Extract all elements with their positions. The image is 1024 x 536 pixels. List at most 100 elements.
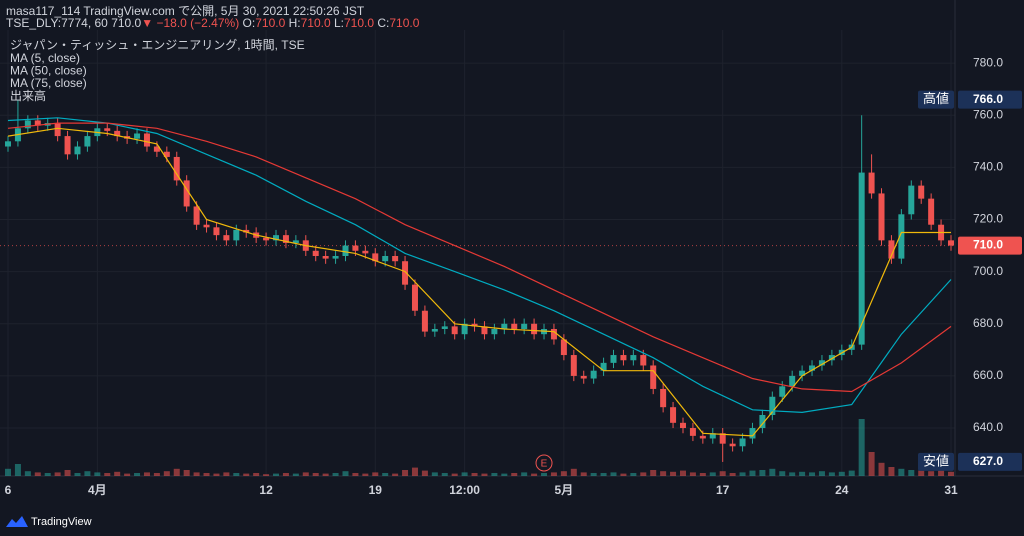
volume-bar [838,471,845,476]
ohlc-key: L: [333,16,344,30]
x-tick-label: 24 [835,483,849,497]
volume-bar [779,471,786,476]
candle-body [789,375,796,387]
volume-bar [34,472,41,476]
y-tick-label: 760.0 [973,107,1003,121]
y-tick-label: 640.0 [973,420,1003,434]
volume-bar [471,473,478,476]
volume-bar [173,468,180,476]
candle-body [134,133,141,139]
y-tick-label: 680.0 [973,316,1003,330]
y-tick-label: 700.0 [973,264,1003,278]
volume-bar [799,471,806,476]
volume-bar [620,473,627,476]
ohlc-key: O: [242,16,256,30]
candle-body [729,443,736,447]
x-tick-label: 5月 [555,483,574,497]
volume-bar [74,473,81,476]
volume-bar [14,464,21,476]
volume-bar [928,471,935,476]
candle-body [928,198,935,225]
volume-bar [282,473,289,476]
candle-body [670,407,677,423]
volume-bar [670,471,677,476]
candle-body [163,151,170,157]
volume-bar [699,473,706,476]
x-tick-label: 12:00 [449,483,480,497]
arrow: ▼ [141,16,154,30]
candle-body [759,415,766,429]
candle-body [521,323,528,329]
legend-entry: MA (75, close) [10,76,87,90]
volume-bar [660,471,667,476]
moving-average-line [7,117,952,414]
candle-body [898,214,905,259]
volume-bar [640,472,647,476]
volume-bar [630,473,637,476]
volume-bar [273,473,280,476]
y-tick-label: 720.0 [973,212,1003,226]
volume-bar [451,473,458,476]
candle-body [739,438,746,447]
volume-bar [501,473,508,476]
volume-bar [114,471,121,476]
volume-bar [809,472,816,476]
ohlc-value: 710.0 [343,16,375,30]
volume-bar [531,473,538,476]
ohlc-value: 710.0 [300,16,331,30]
candle-body [719,433,726,444]
volume-bar [402,470,409,476]
candle-body [193,206,200,225]
candle-body [64,136,71,155]
volume-bar [54,472,61,476]
volume-bar [818,471,825,476]
x-tick-label: 19 [369,483,383,497]
volume-bar [441,473,448,476]
candle-body [689,428,696,436]
volume-bar [491,473,498,476]
candle-body [392,255,399,262]
candle-body [818,360,825,366]
volume-bar [352,473,359,476]
ohlc-value: 710.0 [255,16,286,30]
volume-bar [689,472,696,476]
volume-bar [84,471,91,476]
volume-bar [153,473,160,476]
candle-body [54,123,61,137]
volume-bar [570,468,577,476]
volume-bar [580,472,587,476]
candle-body [501,323,508,329]
candle-body [104,128,111,131]
volume-bar [24,471,31,476]
ohlc-value: 710.0 [389,16,420,30]
publisher: masa117_114 TradingView.com で公開, 5月 30, … [6,4,365,18]
x-tick-label: 4月 [88,483,107,497]
volume-bar [729,473,736,476]
candle-body [461,323,468,335]
volume-bar [411,467,418,476]
volume-bar [749,470,756,476]
candle-body [908,185,915,215]
volume-bar [263,474,270,476]
volume-bar [769,468,776,476]
brand-name: TradingView [31,516,92,528]
last-price-label: 710.0 [973,238,1003,252]
candle-body [481,326,488,335]
volume-bar [848,470,855,476]
legend-title: ジャパン・ティッシュ・エンジニアリング, 1時間, TSE [10,38,305,52]
volume-bar [431,472,438,476]
brand-logo [6,516,28,527]
marker-name: 高値 [923,91,949,106]
volume-bar [332,473,339,476]
candle-body [312,250,319,256]
volume-bar [362,473,369,476]
candle-body [590,370,597,379]
volume-bar [104,473,111,476]
x-tick-label: 6 [5,483,12,497]
volume-bar [163,471,170,476]
volume-bar [679,470,686,476]
legend-entry: MA (50, close) [10,64,87,78]
candle-body [84,136,91,147]
candle-body [471,323,478,327]
